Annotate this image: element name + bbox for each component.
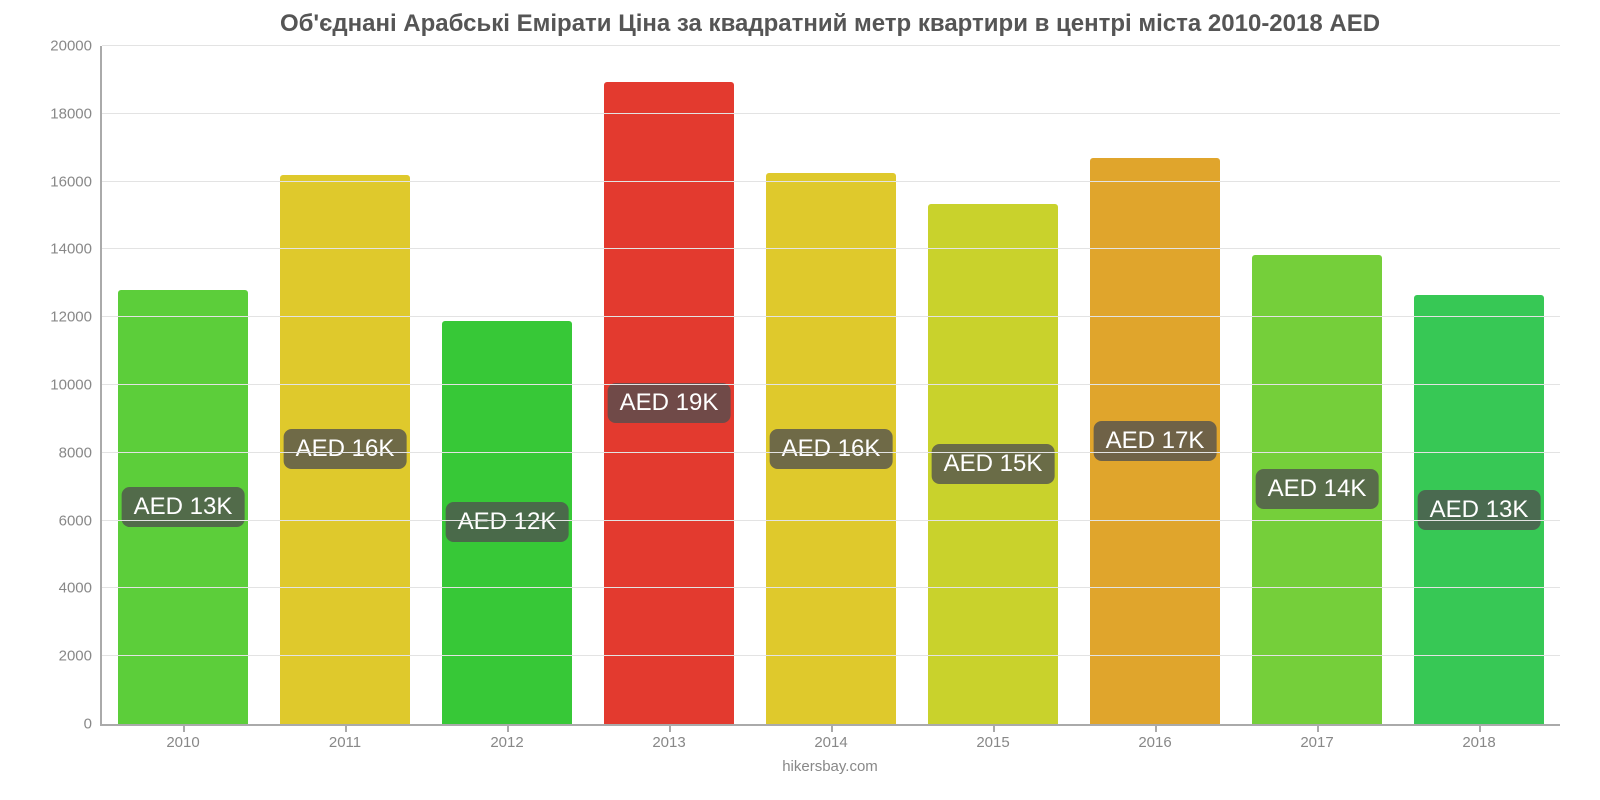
gridline — [102, 181, 1560, 182]
xtick-label: 2017 — [1300, 724, 1333, 751]
gridline — [102, 113, 1560, 114]
gridline — [102, 384, 1560, 385]
chart-container: Об'єднані Арабські Емірати Ціна за квадр… — [0, 0, 1600, 800]
bar-value-label: AED 19K — [608, 383, 731, 423]
xtick-label: 2012 — [490, 724, 523, 751]
bars-container: AED 13K2010AED 16K2011AED 12K2012AED 19K… — [102, 46, 1560, 724]
bar-value-label: AED 16K — [770, 429, 893, 469]
ytick-label: 6000 — [59, 512, 102, 529]
xtick-label: 2014 — [814, 724, 847, 751]
bar-value-label: AED 17K — [1094, 421, 1217, 461]
bar: AED 17K — [1090, 158, 1220, 724]
ytick-label: 2000 — [59, 648, 102, 665]
ytick-label: 16000 — [50, 173, 102, 190]
ytick-label: 12000 — [50, 309, 102, 326]
xtick-label: 2010 — [166, 724, 199, 751]
xtick-label: 2013 — [652, 724, 685, 751]
bar: AED 13K — [1414, 295, 1544, 724]
plot-area: AED 13K2010AED 16K2011AED 12K2012AED 19K… — [100, 46, 1560, 726]
ytick-label: 0 — [84, 716, 102, 733]
ytick-label: 10000 — [50, 377, 102, 394]
ytick-label: 20000 — [50, 38, 102, 55]
bar-slot: AED 14K2017 — [1236, 46, 1398, 724]
xtick-label: 2011 — [329, 724, 361, 751]
gridline — [102, 520, 1560, 521]
bar-slot: AED 15K2015 — [912, 46, 1074, 724]
bar: AED 12K — [442, 321, 572, 724]
gridline — [102, 587, 1560, 588]
bar-value-label: AED 16K — [284, 429, 407, 469]
bar-slot: AED 17K2016 — [1074, 46, 1236, 724]
xtick-label: 2015 — [976, 724, 1009, 751]
bar: AED 14K — [1252, 255, 1382, 725]
ytick-label: 8000 — [59, 444, 102, 461]
bar-slot: AED 19K2013 — [588, 46, 750, 724]
xtick-label: 2016 — [1138, 724, 1171, 751]
bar: AED 19K — [604, 82, 734, 724]
bar: AED 13K — [118, 290, 248, 724]
chart-title: Об'єднані Арабські Емірати Ціна за квадр… — [100, 10, 1560, 38]
gridline — [102, 248, 1560, 249]
gridline — [102, 316, 1560, 317]
bar-value-label: AED 13K — [122, 487, 245, 527]
gridline — [102, 45, 1560, 46]
source-label: hikersbay.com — [100, 758, 1560, 775]
gridline — [102, 452, 1560, 453]
bar-value-label: AED 13K — [1418, 490, 1541, 530]
bar-slot: AED 16K2011 — [264, 46, 426, 724]
ytick-label: 4000 — [59, 580, 102, 597]
bar-slot: AED 13K2010 — [102, 46, 264, 724]
gridline — [102, 655, 1560, 656]
bar: AED 16K — [766, 173, 896, 724]
ytick-label: 18000 — [50, 105, 102, 122]
bar-value-label: AED 12K — [446, 502, 569, 542]
bar-slot: AED 13K2018 — [1398, 46, 1560, 724]
bar-value-label: AED 14K — [1256, 469, 1379, 509]
xtick-label: 2018 — [1462, 724, 1495, 751]
bar-slot: AED 12K2012 — [426, 46, 588, 724]
bar: AED 16K — [280, 175, 410, 724]
bar-value-label: AED 15K — [932, 444, 1055, 484]
bar: AED 15K — [928, 204, 1058, 724]
ytick-label: 14000 — [50, 241, 102, 258]
bar-slot: AED 16K2014 — [750, 46, 912, 724]
